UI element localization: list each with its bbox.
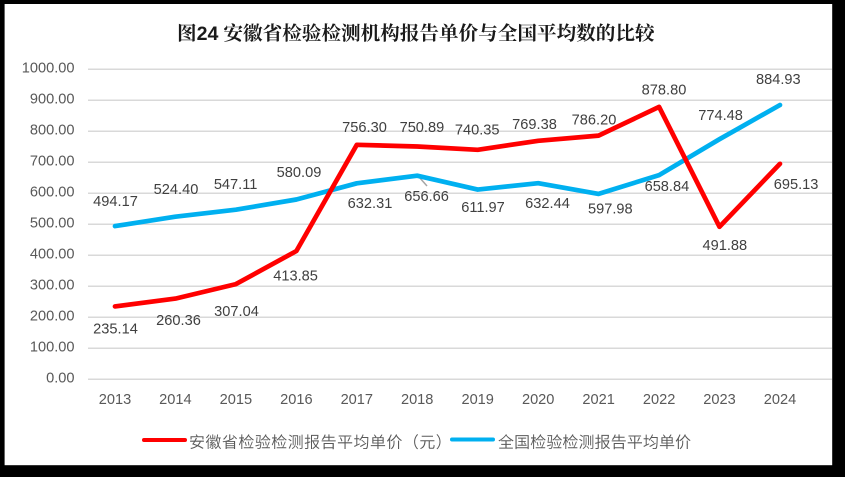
svg-text:632.44: 632.44	[525, 196, 570, 212]
svg-text:2016: 2016	[280, 392, 312, 408]
svg-text:756.30: 756.30	[342, 120, 387, 136]
svg-text:235.14: 235.14	[93, 321, 138, 337]
svg-text:2020: 2020	[522, 392, 554, 408]
svg-text:740.35: 740.35	[455, 123, 500, 139]
svg-text:600.00: 600.00	[30, 185, 75, 201]
svg-text:786.20: 786.20	[572, 112, 617, 128]
svg-text:2013: 2013	[99, 392, 131, 408]
svg-text:656.66: 656.66	[404, 189, 449, 205]
svg-text:884.93: 884.93	[756, 72, 801, 88]
svg-text:1000.00: 1000.00	[22, 61, 75, 77]
svg-text:24: 24	[197, 23, 219, 45]
svg-text:2021: 2021	[582, 392, 614, 408]
svg-text:900.00: 900.00	[30, 92, 75, 108]
svg-text:491.88: 491.88	[702, 238, 747, 254]
svg-text:300.00: 300.00	[30, 278, 75, 294]
svg-text:547.11: 547.11	[214, 177, 258, 193]
svg-text:2015: 2015	[220, 392, 252, 408]
svg-text:658.84: 658.84	[645, 179, 690, 195]
svg-text:700.00: 700.00	[30, 154, 75, 170]
svg-text:413.85: 413.85	[273, 269, 318, 285]
svg-text:0.00: 0.00	[46, 371, 74, 387]
svg-text:769.38: 769.38	[512, 117, 557, 133]
svg-text:632.31: 632.31	[348, 196, 393, 212]
svg-text:2024: 2024	[764, 392, 796, 408]
svg-text:500.00: 500.00	[30, 216, 75, 232]
svg-text:750.89: 750.89	[400, 120, 445, 136]
svg-text:200.00: 200.00	[30, 309, 75, 325]
svg-text:597.98: 597.98	[588, 202, 633, 218]
svg-text:2014: 2014	[159, 392, 191, 408]
svg-text:2018: 2018	[401, 392, 433, 408]
svg-text:580.09: 580.09	[277, 165, 322, 181]
svg-text:800.00: 800.00	[30, 123, 75, 139]
svg-text:2023: 2023	[703, 392, 735, 408]
svg-text:2022: 2022	[643, 392, 675, 408]
svg-text:611.97: 611.97	[461, 200, 505, 216]
svg-text:2019: 2019	[461, 392, 493, 408]
svg-text:695.13: 695.13	[774, 177, 819, 193]
svg-text:100.00: 100.00	[30, 340, 75, 356]
svg-text:524.40: 524.40	[154, 182, 199, 198]
svg-text:878.80: 878.80	[642, 83, 687, 99]
svg-text:307.04: 307.04	[214, 304, 259, 320]
svg-text:494.17: 494.17	[93, 194, 138, 210]
svg-text:400.00: 400.00	[30, 247, 75, 263]
svg-text:774.48: 774.48	[698, 108, 743, 124]
svg-text:260.36: 260.36	[156, 313, 201, 329]
svg-text:2017: 2017	[341, 392, 373, 408]
